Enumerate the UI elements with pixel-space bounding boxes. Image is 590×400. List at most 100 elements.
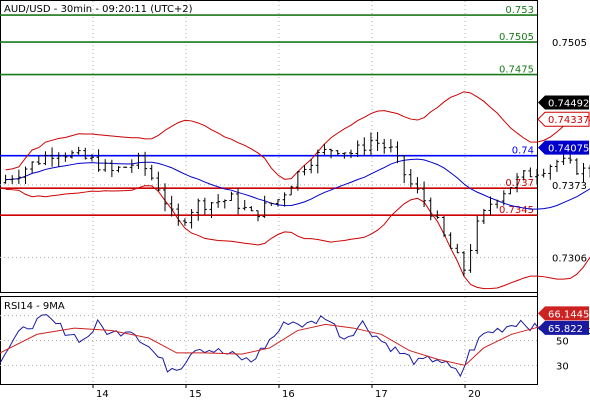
candle xyxy=(116,166,121,173)
candle xyxy=(435,210,440,219)
candle xyxy=(355,140,360,158)
x-tick-label: 20 xyxy=(468,389,481,400)
candle xyxy=(388,139,393,153)
candle xyxy=(368,132,373,157)
candle xyxy=(282,192,287,207)
candle xyxy=(375,131,380,151)
moving-average-line xyxy=(5,158,590,210)
candle xyxy=(315,149,320,174)
x-tick-label: 17 xyxy=(375,389,388,400)
candle xyxy=(329,148,334,159)
rsi-value-tag-label: 65.822 xyxy=(548,324,583,335)
moving-average xyxy=(5,158,590,210)
candle xyxy=(362,137,367,156)
candle xyxy=(36,156,41,165)
candle xyxy=(163,183,168,212)
candle xyxy=(535,168,540,185)
candle xyxy=(123,166,128,168)
candle xyxy=(70,150,75,159)
candle xyxy=(242,200,247,211)
candle xyxy=(56,152,61,167)
candle xyxy=(461,251,466,276)
current-price-tag-box xyxy=(538,95,589,110)
candle xyxy=(289,185,294,196)
candle xyxy=(182,218,187,226)
candle xyxy=(428,197,433,221)
rsi-ma-tag: 66.1445 xyxy=(538,306,589,321)
candle xyxy=(481,208,486,225)
current-price-tag-label: 0.74492 xyxy=(548,98,589,109)
y-tick-label: 0.7306 xyxy=(552,253,587,264)
candle xyxy=(275,199,280,207)
resistance-level-label: 0.7505 xyxy=(499,32,534,43)
candle xyxy=(349,149,354,159)
x-tick-label: 15 xyxy=(189,389,202,400)
candle xyxy=(196,198,201,221)
candle xyxy=(422,181,427,208)
candle xyxy=(475,215,480,254)
candle xyxy=(3,174,8,184)
candle xyxy=(216,194,221,208)
candle xyxy=(395,141,400,164)
candle xyxy=(169,195,174,217)
rsi-line xyxy=(0,314,590,378)
rsi-value-tag-box xyxy=(538,320,589,335)
candle xyxy=(528,167,533,178)
candle xyxy=(202,197,207,215)
candle xyxy=(335,150,340,156)
candle xyxy=(76,146,81,155)
rsi-ma-line xyxy=(0,323,590,366)
resistance-level-label: 0.7475 xyxy=(499,65,534,76)
candle xyxy=(541,168,546,178)
candle xyxy=(455,243,460,254)
rsi-ma-tag-label: 66.1445 xyxy=(548,309,589,320)
bollinger-bands xyxy=(5,91,590,290)
candle xyxy=(109,159,114,178)
candle xyxy=(43,151,48,166)
candle xyxy=(30,161,35,174)
candle xyxy=(16,169,21,185)
main-panel-frame xyxy=(0,0,538,293)
band-price-tag-box xyxy=(537,111,590,127)
candle xyxy=(156,171,161,192)
chart-title: AUD/USD - 30min - 09:20:11 (UTC+2) xyxy=(4,4,193,15)
bollinger-upper xyxy=(5,91,590,180)
candle xyxy=(521,169,526,181)
y-tick-label: 0.7373 xyxy=(552,181,587,192)
current-price-tag: 0.74492 xyxy=(538,95,589,110)
rsi-tick-label: 30 xyxy=(556,361,569,372)
candle xyxy=(249,206,254,212)
candle xyxy=(302,165,307,176)
rsi-lines xyxy=(0,314,590,378)
candle xyxy=(63,152,68,162)
candle xyxy=(508,187,513,195)
candle xyxy=(129,159,134,173)
candle xyxy=(415,177,420,194)
rsi-title: RSI14 - 9MA xyxy=(4,301,65,312)
ma-price-tag-label: 0.74075 xyxy=(548,144,589,155)
candle xyxy=(229,191,234,201)
candle xyxy=(189,208,194,229)
candle xyxy=(382,138,387,154)
candle xyxy=(236,187,241,215)
x-tick-label: 14 xyxy=(96,389,109,400)
candle xyxy=(262,195,267,218)
pivot-level-label: 0.74 xyxy=(512,146,534,157)
candle xyxy=(143,151,148,176)
candle xyxy=(554,159,559,172)
candle xyxy=(89,154,94,162)
levels-layer: 0.753 0.7505 0.7475 0.74 0.737 0.7345 xyxy=(0,5,537,216)
candle xyxy=(402,155,407,184)
candle xyxy=(103,159,108,172)
candle xyxy=(488,196,493,216)
ma-price-tag-box xyxy=(538,140,589,155)
band-price-tag: 0.74337 xyxy=(537,111,590,127)
candle xyxy=(96,149,101,172)
price-tags: 0.74492 0.74337 0.74075 66.1445 65.822 xyxy=(537,95,590,335)
bollinger-lower xyxy=(5,185,590,290)
candle xyxy=(342,152,347,159)
rsi-value-tag: 65.822 xyxy=(538,320,589,335)
support-level-label: 0.7345 xyxy=(499,205,534,216)
candle xyxy=(10,175,15,185)
